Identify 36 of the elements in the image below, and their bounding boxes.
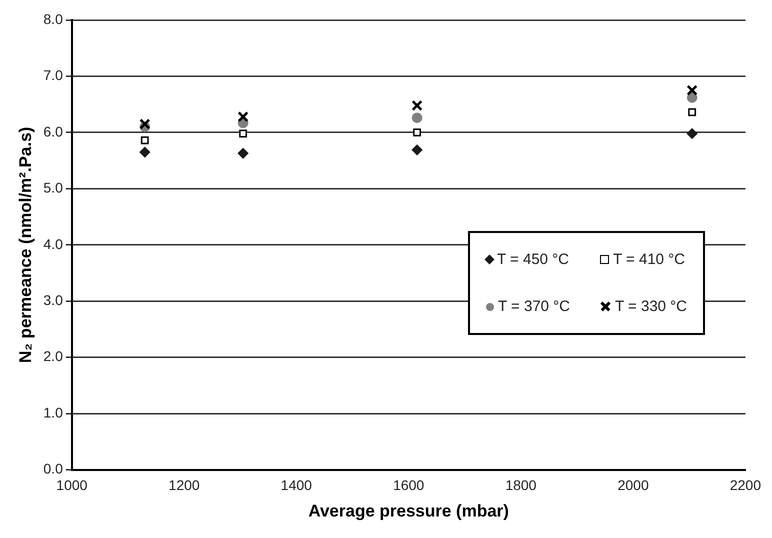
x-tick-label: 1400 xyxy=(280,477,312,494)
y-tick-label: 4.0 xyxy=(43,236,64,252)
y-tick-label: 3.0 xyxy=(43,292,64,308)
point xyxy=(412,112,422,124)
point xyxy=(239,130,247,138)
point xyxy=(686,84,698,96)
y-axis-title: N₂ permeance (nmol/m².Pa.s) xyxy=(16,126,35,363)
x-tick-label: 1000 xyxy=(56,477,88,494)
point xyxy=(139,118,150,130)
y-tick-label: 6.0 xyxy=(43,123,64,140)
legend-label: T = 450 °C xyxy=(496,251,569,268)
point xyxy=(412,144,422,156)
x-tick-label: 2000 xyxy=(618,477,649,494)
point xyxy=(688,108,696,116)
legend-label: T = 330 °C xyxy=(615,298,688,316)
legend-label: T = 370 °C xyxy=(498,298,570,316)
point xyxy=(413,128,421,136)
legend-label: T = 410 °C xyxy=(613,251,686,268)
y-tick-label: 5.0 xyxy=(43,180,64,196)
x-tick-label: 1200 xyxy=(168,477,200,494)
x-tick-label: 2200 xyxy=(730,477,762,494)
y-tick-label: 7.0 xyxy=(43,67,64,84)
point xyxy=(412,100,423,111)
point xyxy=(238,111,249,122)
point xyxy=(686,92,698,103)
y-tick-label: 2.0 xyxy=(43,348,64,364)
x-axis-title: Average pressure (mbar) xyxy=(308,501,509,520)
y-tick-label: 0.0 xyxy=(43,460,64,477)
x-tick-label: 1600 xyxy=(393,477,424,494)
point xyxy=(686,128,698,139)
y-tick-label: 8.0 xyxy=(43,10,64,27)
y-tick-label: 1.0 xyxy=(43,404,64,420)
point xyxy=(238,148,248,159)
point xyxy=(140,136,149,144)
point xyxy=(140,146,150,158)
x-tick-label: 1800 xyxy=(505,477,537,494)
